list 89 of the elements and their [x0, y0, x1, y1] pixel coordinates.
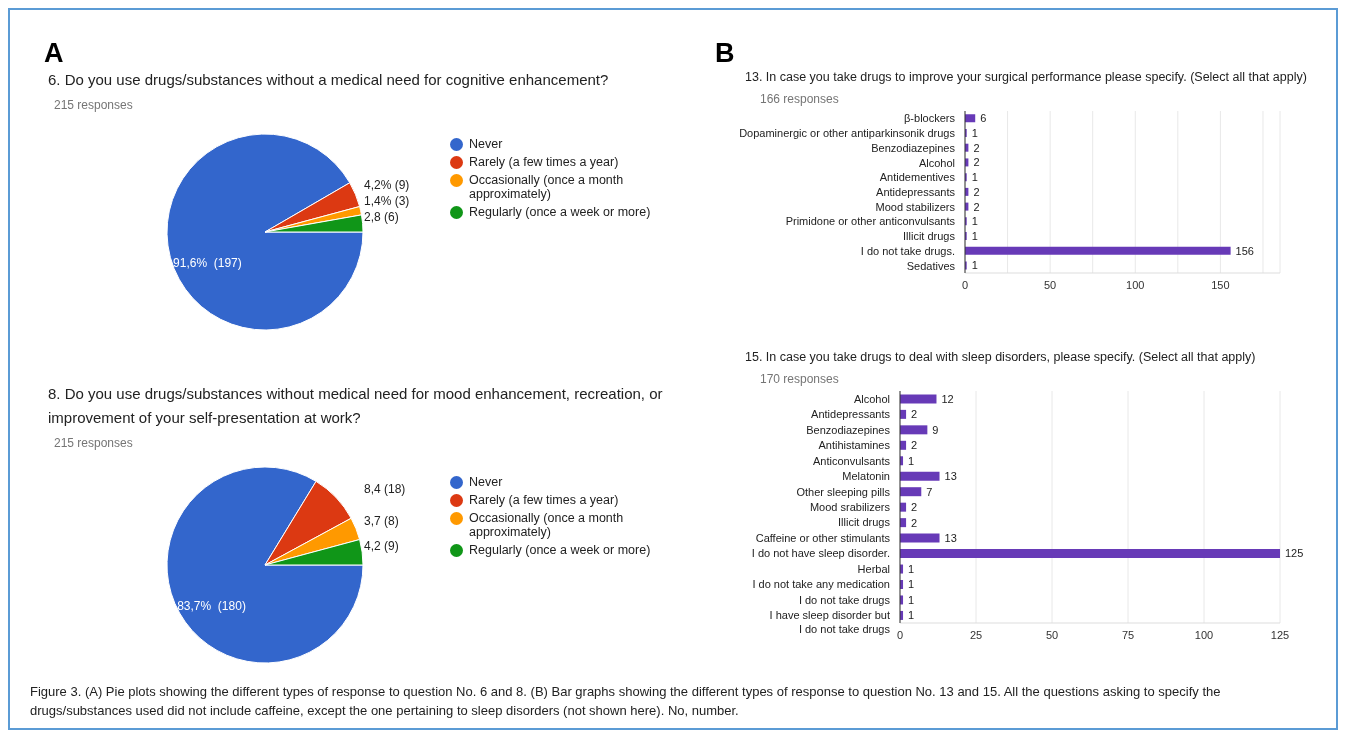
- text: 170 responses: [760, 372, 840, 386]
- y-tick-label: I do not take drugs.: [860, 244, 955, 257]
- y-tick-label: I have sleep disorder but I do not take drugs: [769, 609, 891, 636]
- y-tick-label: Primidone or other anticonvulsants: [785, 215, 956, 228]
- y-tick-label: Caffeine or other stimulants: [755, 531, 891, 544]
- x-tick-label: 50: [1044, 278, 1057, 291]
- data-label: 3,7 (8): [364, 514, 399, 529]
- data-label: 91,6% (197): [173, 255, 242, 270]
- x-tick-label: 100: [1126, 278, 1145, 291]
- data-label: 1: [908, 562, 915, 575]
- y-tick-label: Illicit drugs: [838, 516, 891, 529]
- data-label: 9: [932, 423, 939, 436]
- y-tick-label: Antidepressants: [876, 186, 956, 198]
- data-label: 1: [971, 229, 978, 242]
- y-tick-label: β-blockers: [904, 112, 956, 125]
- data-label: 8,4 (18): [364, 481, 406, 496]
- chart-subtitle: 215 responses: [54, 436, 134, 450]
- y-tick-label: Dopaminergic or other antiparkinsonik drugs: [739, 127, 956, 140]
- chart-title: 6. Do you use drugs/substances without a medical need for cognitive enhancement?: [48, 70, 610, 90]
- data-label: 83,7% (180): [177, 598, 246, 613]
- data-label: 1,4% (3): [364, 194, 410, 209]
- chart-title: 13. In case you take drugs to improve your surgical performance please specify. (Select all that apply): [745, 69, 1308, 86]
- data-label: 1: [908, 609, 915, 622]
- data-label: 1: [971, 215, 978, 228]
- x-tick-label: 0: [961, 278, 969, 291]
- legend-label: Regularly (once a week or more): [469, 543, 651, 557]
- y-tick-label: I do not take any medication: [752, 578, 890, 591]
- data-label: 2: [911, 501, 918, 514]
- legend-label: Occasionally (once a month approximately): [469, 173, 625, 201]
- x-tick-label: 125: [1270, 628, 1290, 641]
- legend-label: Rarely (a few times a year): [469, 155, 619, 169]
- text: 166 responses: [760, 92, 840, 106]
- x-tick-label: 75: [1121, 628, 1135, 641]
- data-label: 12: [941, 392, 954, 405]
- chart-title: 15. In case you take drugs to deal with sleep disorders, please specify. (Select all that apply): [745, 349, 1257, 366]
- data-label: 13: [944, 470, 957, 483]
- y-tick-label: Benzodiazepines: [871, 141, 956, 154]
- data-label: 6: [980, 112, 987, 125]
- data-label: 2: [911, 408, 918, 421]
- y-tick-label: I do not have sleep disorder.: [751, 547, 890, 560]
- data-label: 13: [944, 532, 957, 545]
- y-tick-label: Antidementives: [879, 171, 956, 184]
- data-label: 1: [971, 126, 978, 139]
- y-tick-label: Other sleeping pills: [796, 485, 891, 498]
- data-label: 2: [973, 200, 980, 213]
- chart-title: 8. Do you use drugs/substances without medical need for mood enhancement, recreation, or improvement of your self-presentation at work?: [48, 384, 664, 428]
- y-tick-label: Sedatives: [906, 259, 956, 272]
- y-tick-label: Antihistamines: [818, 439, 891, 452]
- data-label: 2: [973, 185, 980, 198]
- x-tick-label: 100: [1194, 628, 1214, 641]
- legend-label: Occasionally (once a month approximately): [469, 511, 625, 539]
- legend-label: Rarely (a few times a year): [469, 493, 619, 507]
- chart-subtitle: 215 responses: [54, 98, 134, 112]
- x-tick-label: 150: [1211, 278, 1230, 291]
- x-tick-label: 50: [1045, 628, 1059, 641]
- text: A: [44, 38, 64, 68]
- y-tick-label: Illicit drugs: [903, 230, 956, 243]
- data-label: 7: [926, 485, 933, 498]
- y-tick-label: Mood stabilizers: [875, 200, 956, 213]
- data-label: 2,8 (6): [364, 210, 399, 225]
- legend-label: Never: [469, 475, 503, 489]
- y-tick-label: Herbal: [857, 562, 890, 575]
- data-label: 2: [973, 156, 980, 169]
- data-label: 1: [908, 593, 915, 606]
- data-label: 2: [911, 516, 918, 529]
- data-label: 2: [911, 439, 918, 452]
- legend-label: Never: [469, 137, 503, 151]
- y-tick-label: I do not take drugs: [798, 593, 891, 606]
- data-label: 1: [971, 171, 978, 184]
- data-label: 4,2 (9): [364, 538, 399, 553]
- y-tick-label: Alcohol: [853, 392, 890, 405]
- data-label: 1: [971, 259, 978, 272]
- data-label: 2: [973, 141, 980, 154]
- y-tick-label: Alcohol: [918, 156, 955, 169]
- y-tick-label: Mood srabilizers: [809, 501, 891, 513]
- data-label: 1: [908, 454, 915, 467]
- legend-label: Regularly (once a week or more): [469, 205, 651, 219]
- y-tick-label: Anticonvulsants: [812, 454, 891, 467]
- x-tick-label: 25: [969, 628, 983, 641]
- data-label: 125: [1285, 547, 1304, 560]
- y-tick-label: Benzodiazepines: [806, 423, 891, 436]
- data-label: 156: [1235, 244, 1254, 257]
- data-label: 4,2% (9): [364, 178, 410, 193]
- data-label: 1: [908, 578, 915, 591]
- y-tick-label: Antidepressants: [811, 408, 891, 421]
- x-tick-label: 0: [896, 628, 904, 641]
- caption: Figure 3. (A) Pie plots showing the different types of response to question No. 6 and 8. (B) Bar graphs showing the different types of response to question No. 13 and 15. All the questions asking to specify the drugs/substances used did not include caffeine, except the one pertaining to sleep disorders (not shown here). No, number.: [30, 683, 1222, 720]
- text: B: [715, 38, 736, 68]
- y-tick-label: Melatonin: [842, 470, 890, 483]
